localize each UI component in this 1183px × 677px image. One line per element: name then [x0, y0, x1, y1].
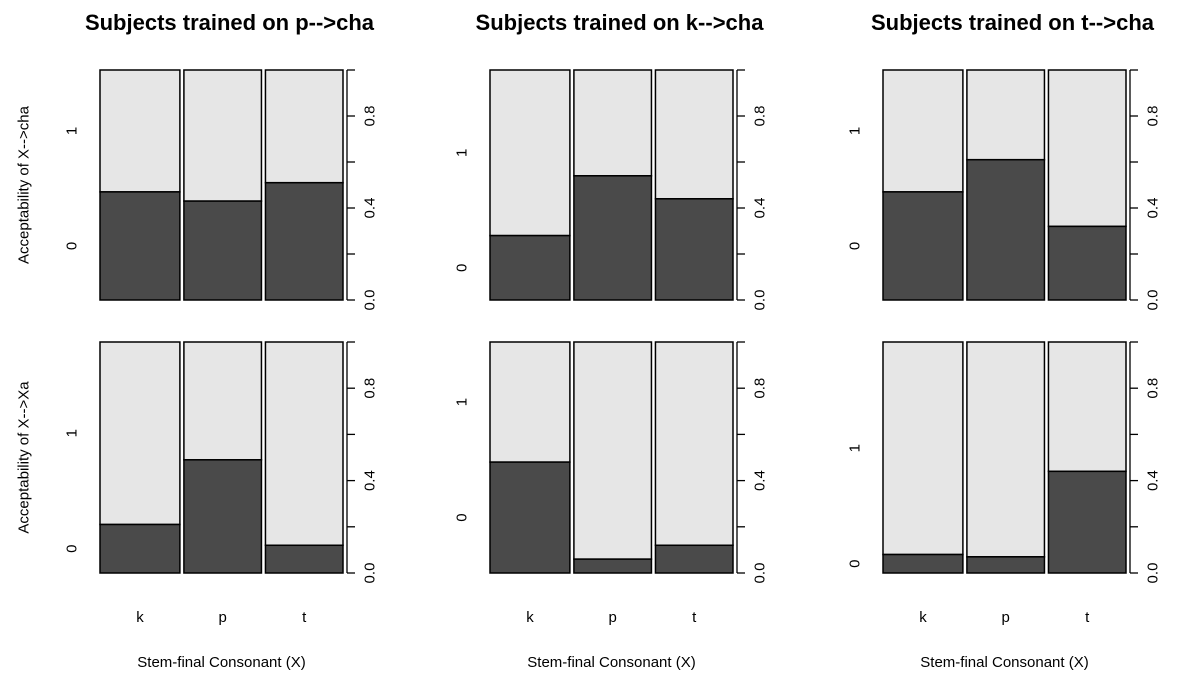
x-axis-label: Stem-final Consonant (X) — [137, 654, 305, 671]
bar-rejected-t — [654, 69, 734, 200]
left-tick-label: 0 — [847, 242, 864, 250]
bar-rejected-k — [882, 341, 964, 556]
y-axis-label: Acceptability of X-->Xa — [16, 381, 33, 534]
bar-rejected-t — [264, 69, 344, 184]
left-tick-label: 0 — [847, 560, 864, 568]
panel-title: Subjects trained on p-->cha — [85, 10, 375, 35]
bar-accepted-p — [966, 556, 1046, 574]
panel-r1-c2: Subjects trained on k-->cha 0 1 0.0 0.4 0.8 — [454, 10, 769, 310]
right-tick-label: 0.4 — [1145, 470, 1162, 491]
bar-rejected-p — [573, 69, 653, 177]
left-tick-label: 0 — [64, 242, 81, 250]
left-tick-label: 1 — [847, 127, 864, 135]
bar-accepted-p — [183, 459, 263, 574]
right-tick-label: 0.4 — [752, 470, 769, 491]
right-tick-label: 0.8 — [362, 106, 379, 127]
bar-rejected-p — [966, 69, 1046, 161]
bar-accepted-k — [99, 523, 181, 574]
bar-rejected-k — [489, 341, 571, 463]
bar-accepted-p — [573, 175, 653, 301]
panel-r2-c2: 0 1 0.0 0.4 0.8 k p t Stem-final Consonant (X) — [454, 341, 769, 671]
y-axis-label: Acceptability of X-->cha — [16, 105, 33, 264]
left-tick-label: 0 — [454, 513, 471, 521]
right-tick-label: 0.0 — [362, 290, 379, 311]
category-label-p: p — [1002, 609, 1010, 626]
category-label-k: k — [136, 609, 144, 626]
panel-r1-c3: Subjects trained on t-->cha 0 1 0.0 0.4 0.8 — [847, 10, 1162, 310]
right-tick-label: 0.0 — [752, 290, 769, 311]
bar-rejected-k — [99, 341, 181, 526]
right-tick-label: 0.4 — [1145, 198, 1162, 219]
category-label-t: t — [692, 609, 697, 626]
bar-accepted-k — [489, 234, 571, 301]
panel-r2-c3: 0 1 0.0 0.4 0.8 k p t Stem-final Consonant (X) — [847, 341, 1162, 671]
bar-rejected-p — [573, 341, 653, 560]
category-label-k: k — [919, 609, 927, 626]
left-tick-label: 1 — [454, 398, 471, 406]
bar-rejected-p — [966, 341, 1046, 558]
bar-accepted-p — [573, 558, 653, 574]
bar-accepted-k — [99, 191, 181, 301]
right-tick-label: 0.4 — [362, 470, 379, 491]
category-label-p: p — [609, 609, 617, 626]
bar-accepted-t — [264, 181, 344, 301]
left-tick-label: 1 — [847, 444, 864, 452]
bar-rejected-k — [99, 69, 181, 193]
bar-accepted-t — [654, 198, 734, 301]
category-label-k: k — [526, 609, 534, 626]
right-tick-label: 0.4 — [752, 198, 769, 219]
right-tick-label: 0.0 — [1145, 290, 1162, 311]
category-label-t: t — [1085, 609, 1090, 626]
right-tick-label: 0.0 — [362, 563, 379, 584]
x-axis-label: Stem-final Consonant (X) — [527, 654, 695, 671]
right-tick-label: 0.8 — [752, 378, 769, 399]
bar-accepted-p — [966, 158, 1046, 301]
bar-rejected-t — [654, 341, 734, 547]
left-tick-label: 1 — [64, 127, 81, 135]
bar-rejected-t — [1047, 69, 1127, 228]
right-tick-label: 0.4 — [362, 198, 379, 219]
category-label-p: p — [219, 609, 227, 626]
bar-rejected-k — [489, 69, 571, 237]
right-tick-label: 0.8 — [362, 378, 379, 399]
bar-accepted-k — [882, 553, 964, 574]
bar-accepted-t — [654, 544, 734, 574]
bar-rejected-p — [183, 341, 263, 461]
x-axis-label: Stem-final Consonant (X) — [920, 654, 1088, 671]
left-tick-label: 1 — [454, 149, 471, 157]
bar-accepted-p — [183, 200, 263, 301]
bar-accepted-t — [1047, 225, 1127, 301]
panel-title: Subjects trained on k-->cha — [476, 10, 765, 35]
left-tick-label: 1 — [64, 429, 81, 437]
panel-r2-c1: 0 1 0.0 0.4 0.8 k p t Stem-final Consonant (X) Ac… — [16, 341, 379, 671]
bar-accepted-t — [1047, 470, 1127, 574]
right-tick-label: 0.0 — [752, 563, 769, 584]
left-tick-label: 0 — [64, 545, 81, 553]
category-label-t: t — [302, 609, 307, 626]
right-tick-label: 0.8 — [1145, 378, 1162, 399]
bar-rejected-t — [264, 341, 344, 547]
right-tick-label: 0.0 — [1145, 563, 1162, 584]
panel-title: Subjects trained on t-->cha — [871, 10, 1155, 35]
bar-rejected-t — [1047, 341, 1127, 473]
right-tick-label: 0.8 — [1145, 106, 1162, 127]
right-tick-label: 0.8 — [752, 106, 769, 127]
bar-accepted-k — [882, 191, 964, 301]
bar-accepted-k — [489, 461, 571, 574]
panel-r1-c1: Subjects trained on p-->cha 0 1 0.0 0.4 0.8 Ac… — [16, 10, 379, 310]
bar-rejected-p — [183, 69, 263, 202]
bar-accepted-t — [264, 544, 344, 574]
left-tick-label: 0 — [454, 264, 471, 272]
bar-rejected-k — [882, 69, 964, 193]
